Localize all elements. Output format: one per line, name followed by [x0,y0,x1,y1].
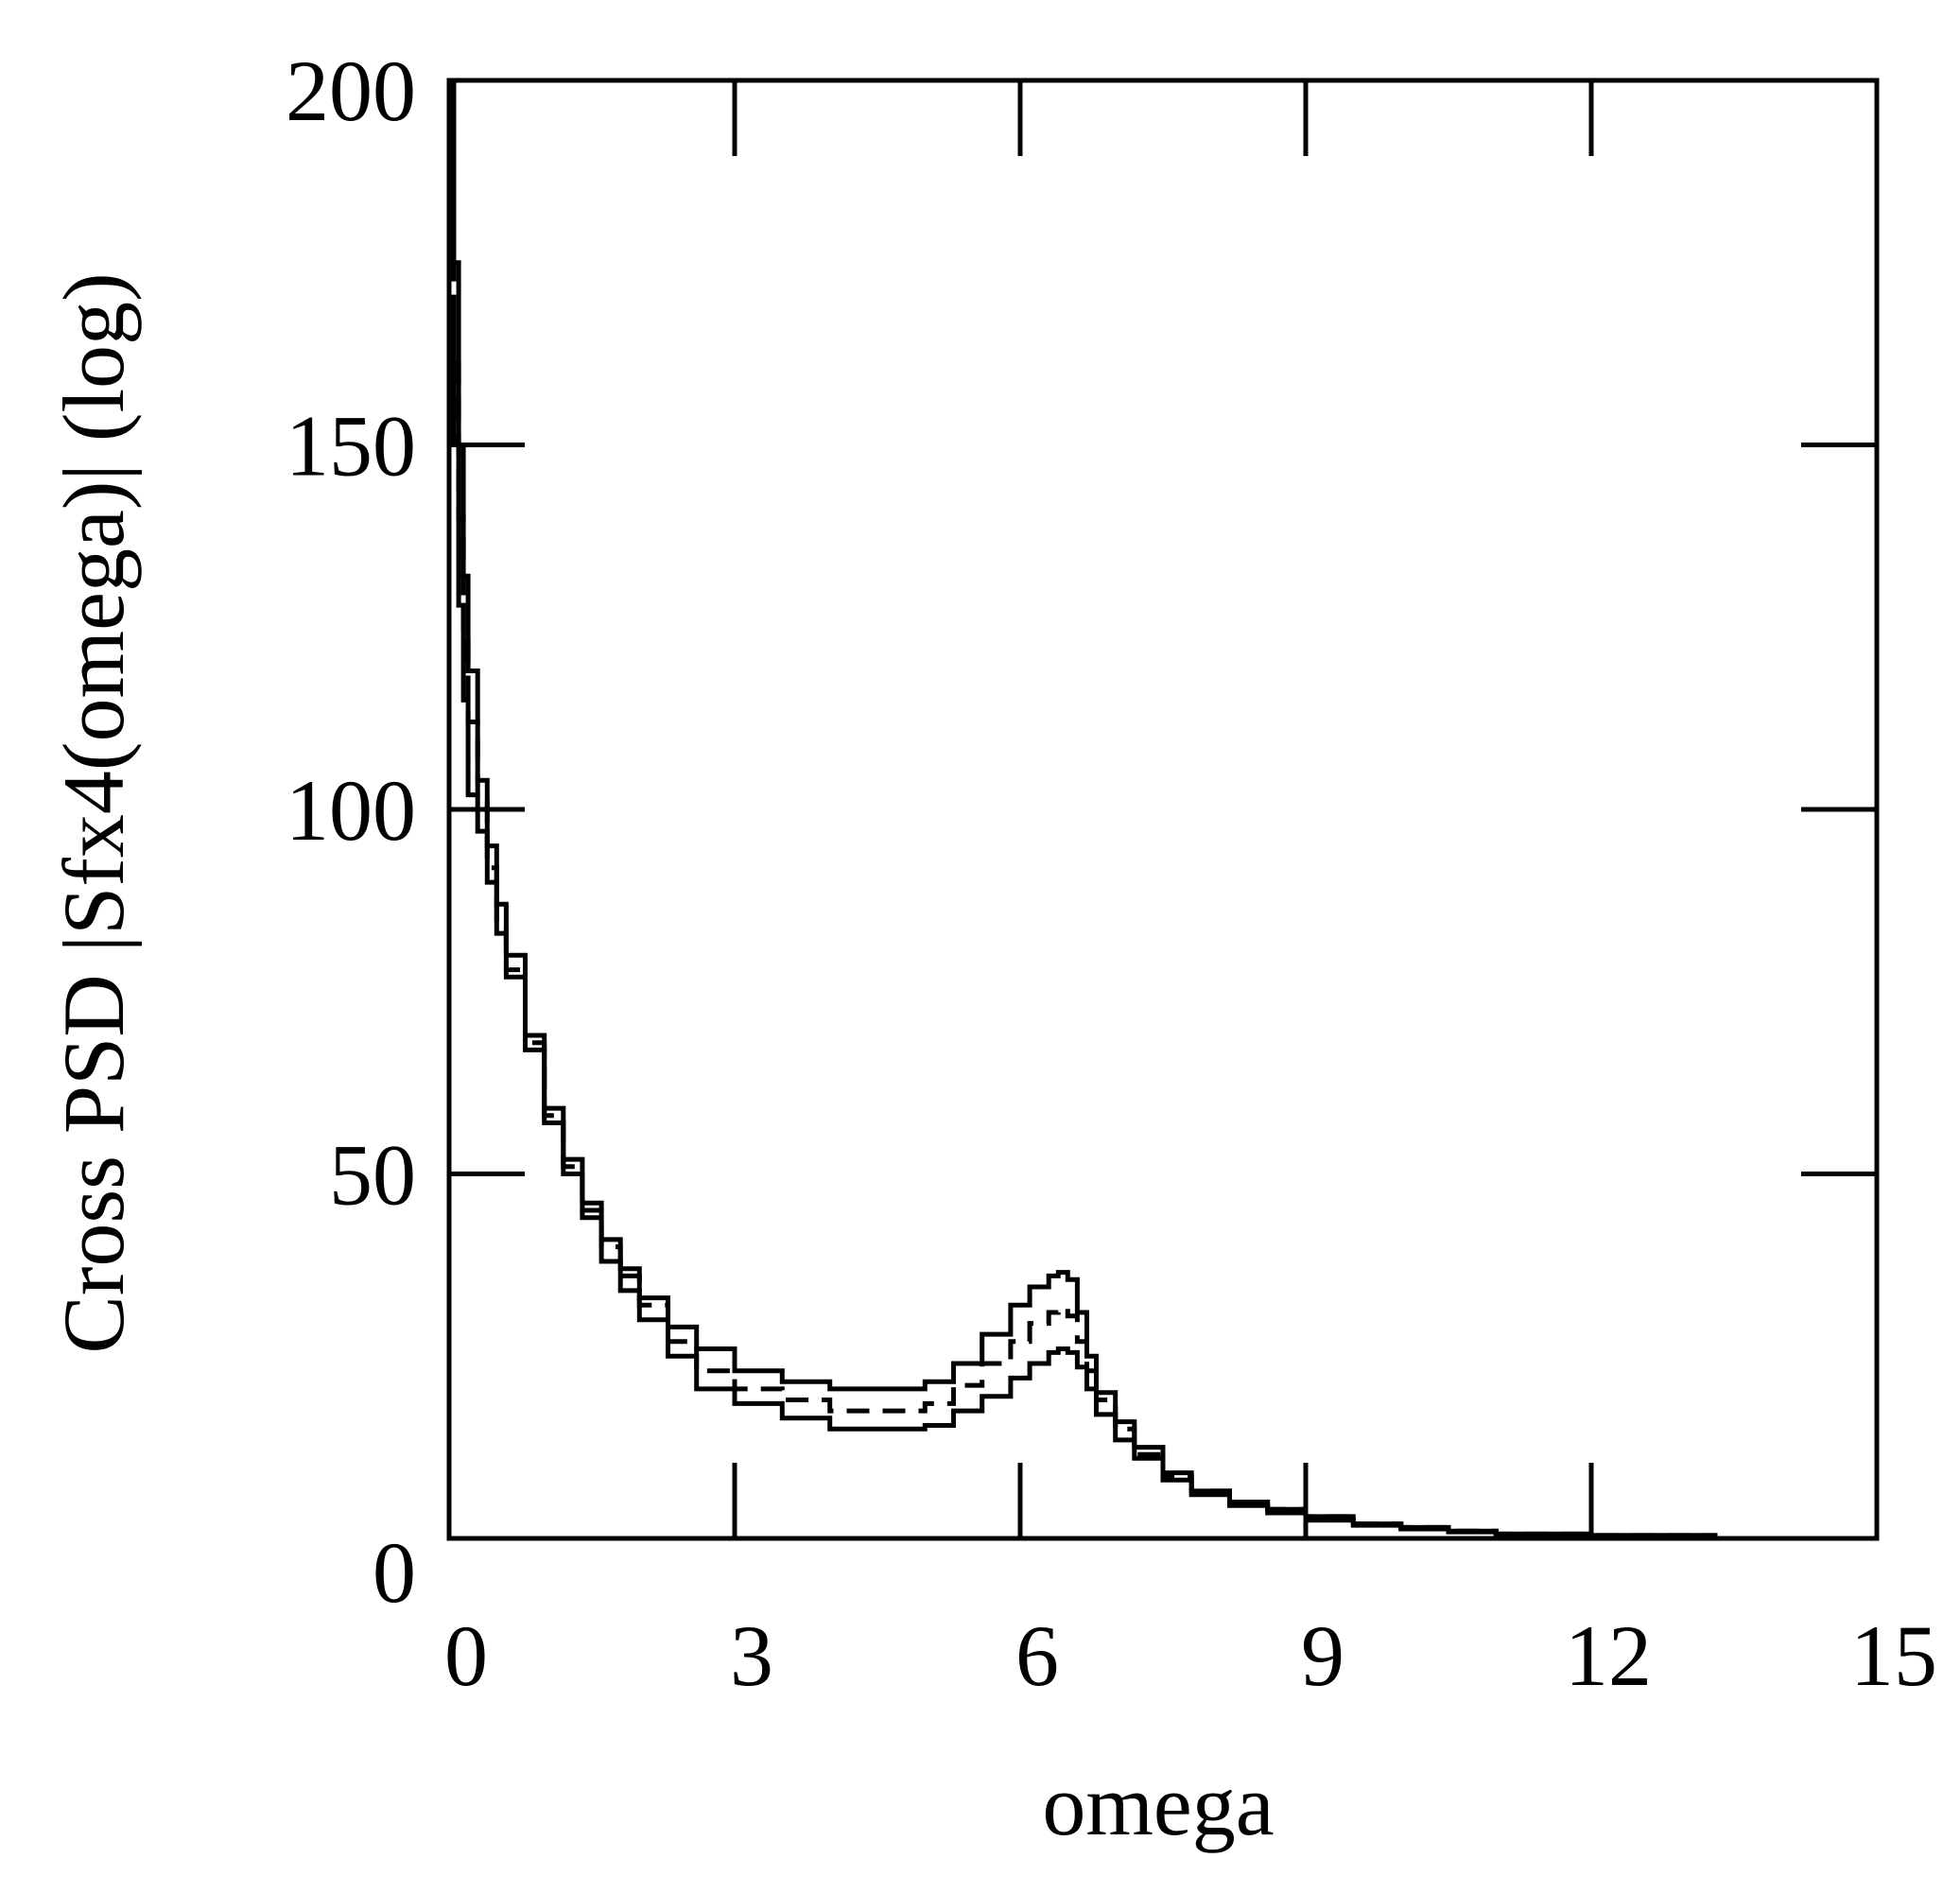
x-tick-label-5: 15 [1850,1607,1937,1704]
y-tick-label-2: 100 [286,762,416,859]
y-tick-label-3: 150 [286,398,416,495]
x-tick-label-3: 9 [1301,1607,1344,1704]
y-tick-label-1: 50 [329,1127,416,1224]
tick-layer [449,80,1877,1538]
plot-frame [446,78,1880,1541]
y-tick-label-0: 0 [373,1524,416,1621]
series-layer [451,78,1718,1538]
x-tick-label-1: 3 [730,1607,773,1704]
y-axis-title: Cross PSD |Sfx4(omega)| (log) [45,272,142,1353]
x-tick-label-0: 0 [444,1607,488,1704]
series-line-upper-bound [451,78,1718,1538]
series-line-lower-bound [451,296,1718,1538]
series-line-estimate [451,187,1718,1538]
x-axis-title: omega [1042,1757,1274,1853]
x-tick-label-2: 6 [1015,1607,1059,1704]
x-tick-label-4: 12 [1565,1607,1652,1704]
y-tick-label-4: 200 [286,43,416,139]
